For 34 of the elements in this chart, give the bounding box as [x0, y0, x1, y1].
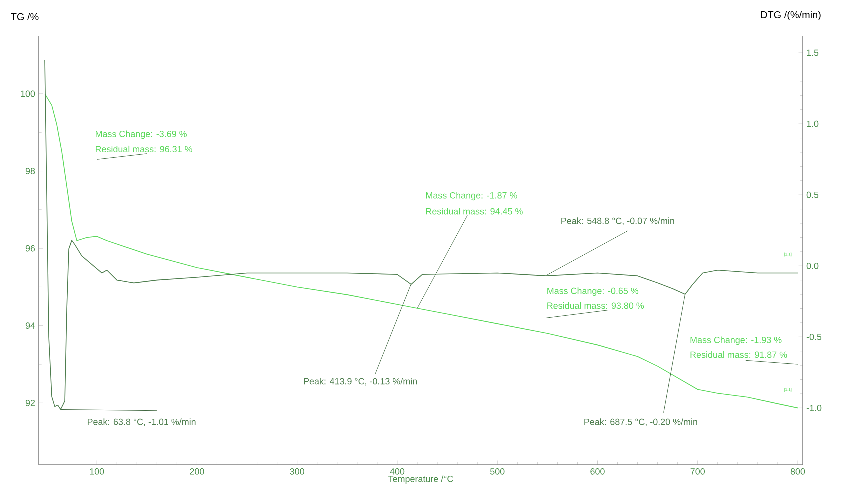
y2-tick-label: 1.0 — [807, 120, 819, 128]
y2-tick-label: 1.5 — [807, 50, 819, 56]
annotation: Residual mass: 94.45 % — [426, 208, 523, 215]
annotation: Mass Change: -3.69 % — [96, 130, 187, 140]
x-tick-label: 200 — [190, 468, 204, 475]
y-tick-label: 100 — [21, 90, 36, 98]
y2-tick-label: 0.0 — [806, 262, 819, 270]
annotation: Peak: 548.8 °C, -0.07 %/min — [562, 218, 674, 226]
y-tick-label: 96 — [26, 245, 36, 252]
annotation: Peak: 413.9 °C, -0.13 %/min — [304, 378, 418, 386]
y-axis-title: TG /% — [11, 13, 39, 20]
annotation: Peak: 687.5 °C, -0.20 %/min — [584, 418, 698, 426]
annotation: Mass Change: -0.65 % — [548, 288, 639, 296]
x-tick-label: 400 — [390, 468, 405, 475]
y-tick-label: 94 — [26, 322, 36, 330]
x-axis-title: Temperature /°C — [388, 476, 454, 484]
x-tick-label: 500 — [490, 468, 505, 475]
y2-tick-label: 0.5 — [806, 192, 819, 198]
annotation: Peak: 63.8 °C, -1.01 %/min — [88, 418, 196, 426]
annotation: Mass Change: -1.93 % — [690, 336, 782, 346]
y2-tick-label: -1.0 — [806, 405, 822, 412]
x-tick-label: 300 — [290, 468, 304, 475]
annotation: Residual mass: 91.87 % — [690, 352, 788, 358]
x-tick-label: 800 — [790, 468, 806, 475]
y2-tick-label: -0.5 — [806, 334, 822, 340]
annotation: Mass Change: -1.87 % — [426, 192, 518, 201]
y2-axis-title: DTG /(%/min) — [761, 11, 821, 20]
annotation: Residual mass: 96.31 % — [96, 146, 192, 153]
x-tick-label: 600 — [590, 468, 605, 475]
x-tick-label: 100 — [90, 468, 104, 475]
annotation: Residual mass: 93.80 % — [548, 302, 644, 310]
y-tick-label: 92 — [26, 400, 36, 406]
x-tick-label: 700 — [690, 468, 705, 475]
y-tick-label: 98 — [26, 168, 36, 174]
